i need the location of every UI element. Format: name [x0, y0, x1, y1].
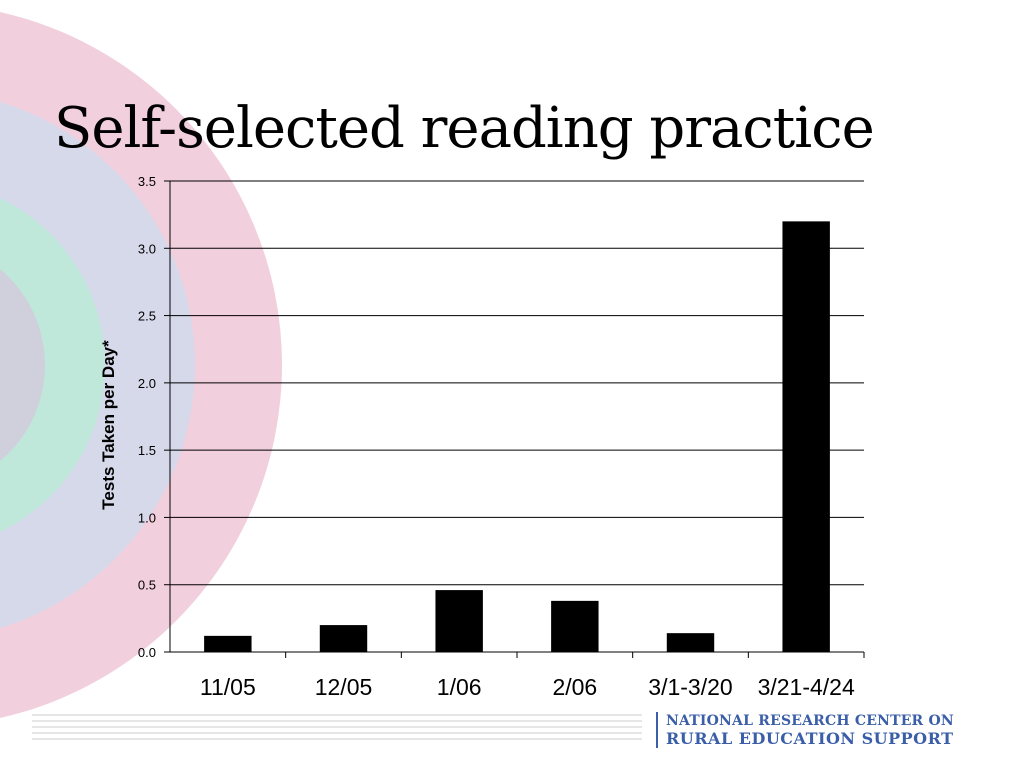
y-tick-label: 2.0: [138, 376, 156, 391]
core-circle: [0, 268, 45, 462]
bar-2/06: [551, 600, 599, 652]
grid-lines: [170, 180, 864, 586]
y-tick-label: 2.5: [138, 309, 156, 324]
org-name-line-1: NATIONAL RESEARCH CENTER ON: [666, 713, 954, 729]
y-tick-label: 0.5: [138, 578, 156, 593]
axis-labels: 0.0 0.5 1.0 1.5 2.0 2.5 3.0 3.5 11/05 12/05 1/06 2/…: [138, 174, 855, 700]
footer-rule-lines: [32, 714, 642, 740]
bar-chart: 0.0 0.5 1.0 1.5 2.0 2.5 3.0 3.5 11/05 12/05 1/06 2/…: [99, 174, 865, 700]
decorative-circles: [0, 11, 282, 719]
x-category-label: 3/1-3/20: [648, 674, 732, 700]
bar-12/05: [319, 625, 368, 652]
x-category-label: 3/21-4/24: [758, 674, 855, 700]
bars: [204, 221, 830, 652]
x-category-label: 11/05: [200, 674, 256, 700]
y-tick-label: 0.0: [138, 645, 156, 660]
organization-logo: NATIONAL RESEARCH CENTER ON RURAL EDUCAT…: [656, 712, 954, 748]
bar-1/06: [435, 590, 483, 652]
x-category-label: 12/05: [315, 674, 373, 700]
bar-3/1-3/20: [666, 633, 715, 652]
y-tick-label: 3.0: [138, 241, 156, 256]
x-category-label: 1/06: [437, 674, 482, 700]
slide-title: Self-selected reading practice: [54, 96, 875, 161]
inner-ring: [0, 198, 105, 532]
org-name-line-2: RURAL EDUCATION SUPPORT: [666, 729, 954, 748]
bar-11/05: [204, 635, 252, 652]
y-tick-label: 1.5: [138, 443, 156, 458]
bar-3/21-4/24: [782, 221, 830, 652]
x-category-label: 2/06: [552, 674, 597, 700]
y-axis-title: Tests Taken per Day*: [99, 340, 118, 510]
axes: [164, 180, 865, 658]
y-tick-label: 3.5: [138, 174, 156, 189]
y-tick-label: 1.0: [138, 510, 156, 525]
